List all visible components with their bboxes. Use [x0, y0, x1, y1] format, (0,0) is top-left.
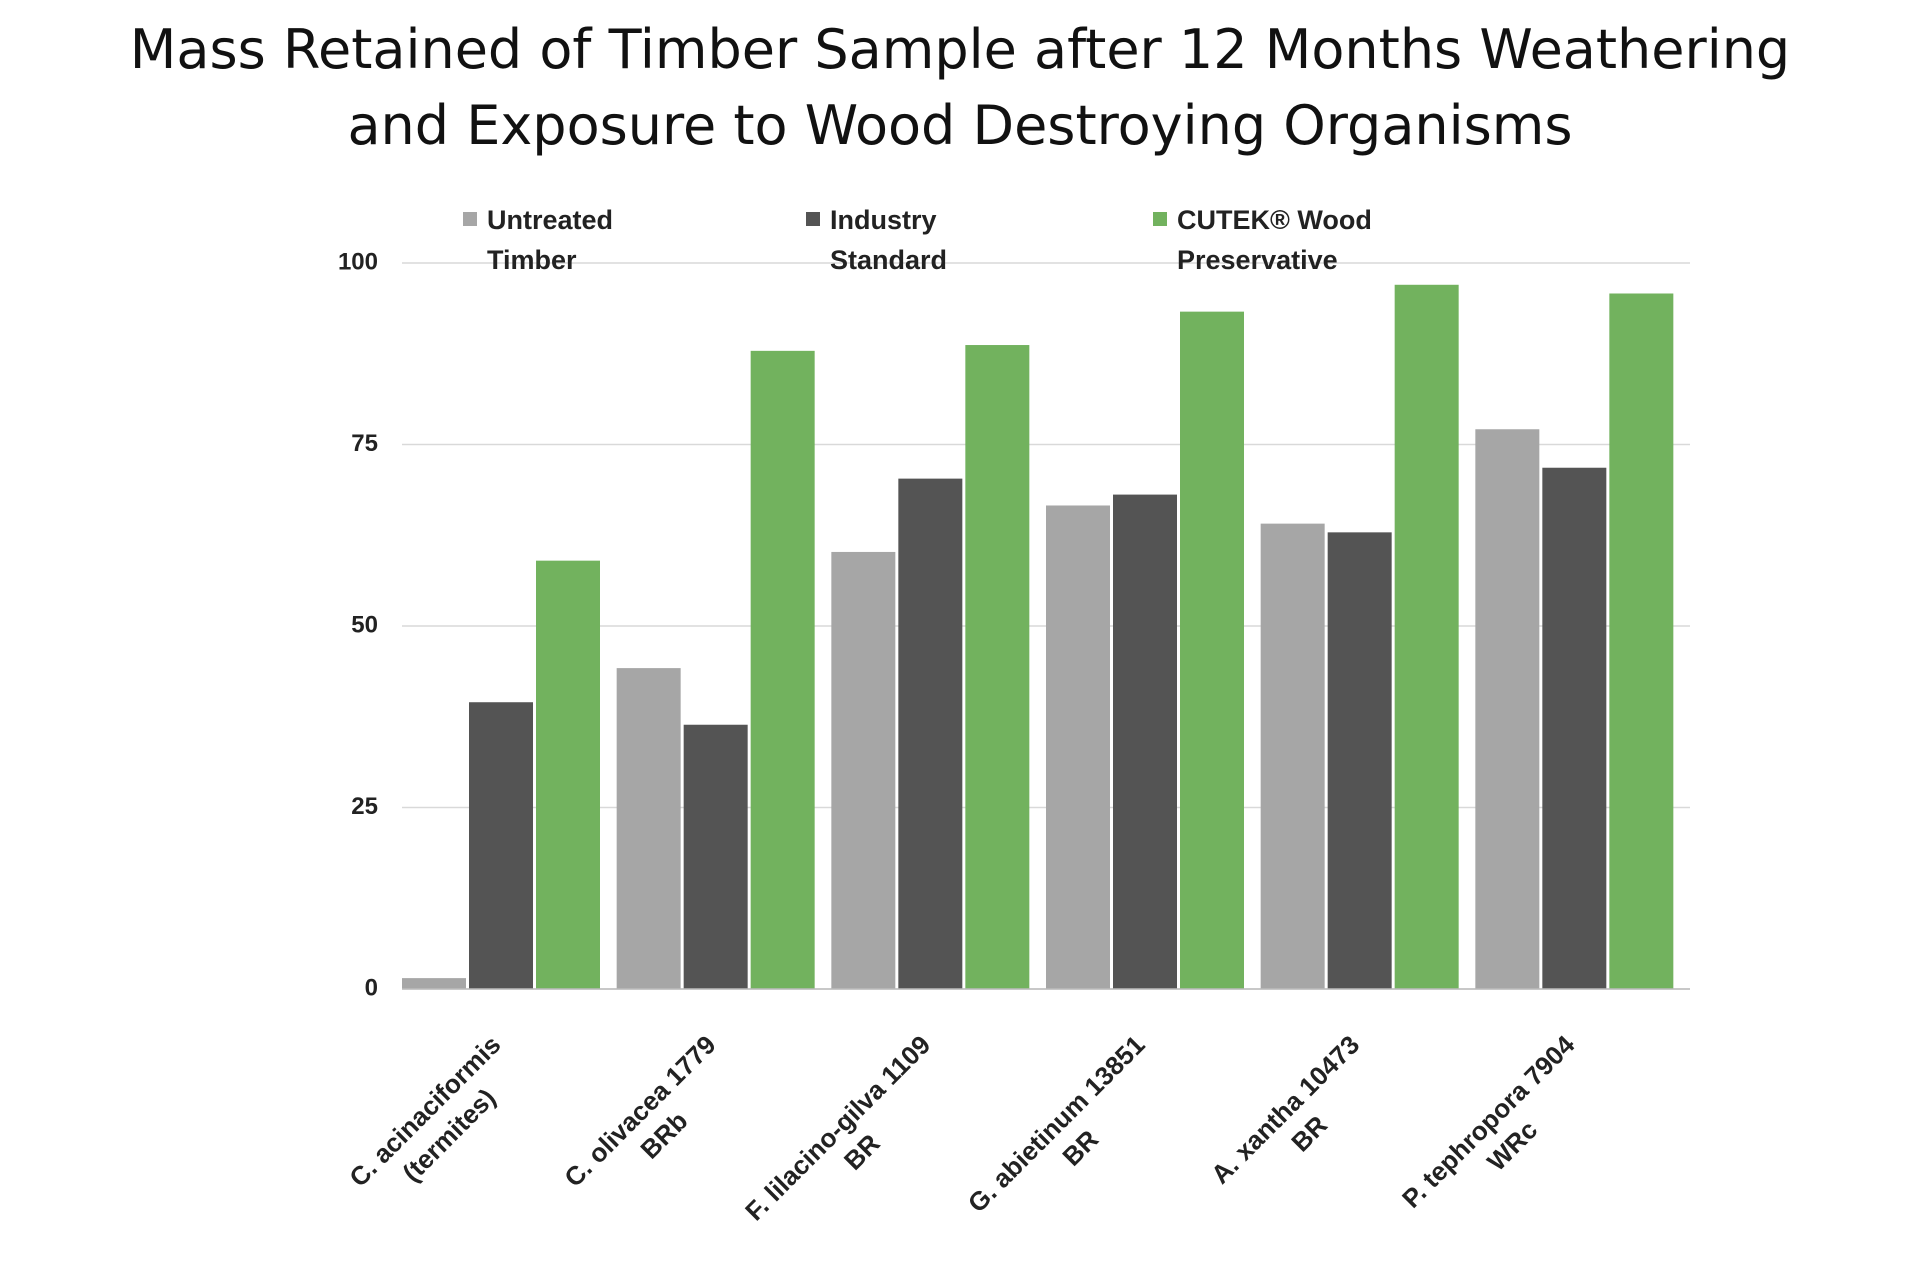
y-tick-label: 100	[338, 248, 378, 275]
legend-label: CUTEK® Wood Preservative	[1177, 205, 1372, 275]
y-tick-label: 75	[351, 430, 378, 457]
y-tick-label: 50	[351, 611, 378, 638]
bar	[1394, 284, 1459, 989]
bar	[536, 560, 600, 989]
bar	[616, 668, 681, 989]
bar	[831, 551, 896, 989]
bar	[1180, 311, 1244, 990]
legend-swatch	[806, 212, 820, 226]
bar	[402, 978, 466, 989]
bar	[1542, 467, 1607, 989]
bar	[1260, 523, 1325, 989]
bar	[683, 724, 748, 989]
chart-title: Mass Retained of Timber Sample after 12 …	[129, 18, 1791, 157]
y-tick-label: 25	[351, 793, 378, 820]
bar	[1475, 429, 1540, 989]
bar	[1113, 494, 1177, 989]
bar	[1046, 505, 1110, 989]
bar	[750, 350, 815, 989]
legend-label: Industry Standard	[830, 205, 948, 275]
bar	[1609, 293, 1674, 989]
bar	[898, 478, 963, 989]
y-tick-label: 0	[365, 974, 378, 1001]
legend-swatch	[463, 212, 477, 226]
bar	[1327, 532, 1392, 989]
bar	[965, 345, 1030, 990]
legend-label: Untreated Timber	[487, 205, 614, 275]
bar	[469, 702, 533, 989]
legend-swatch	[1153, 212, 1167, 226]
